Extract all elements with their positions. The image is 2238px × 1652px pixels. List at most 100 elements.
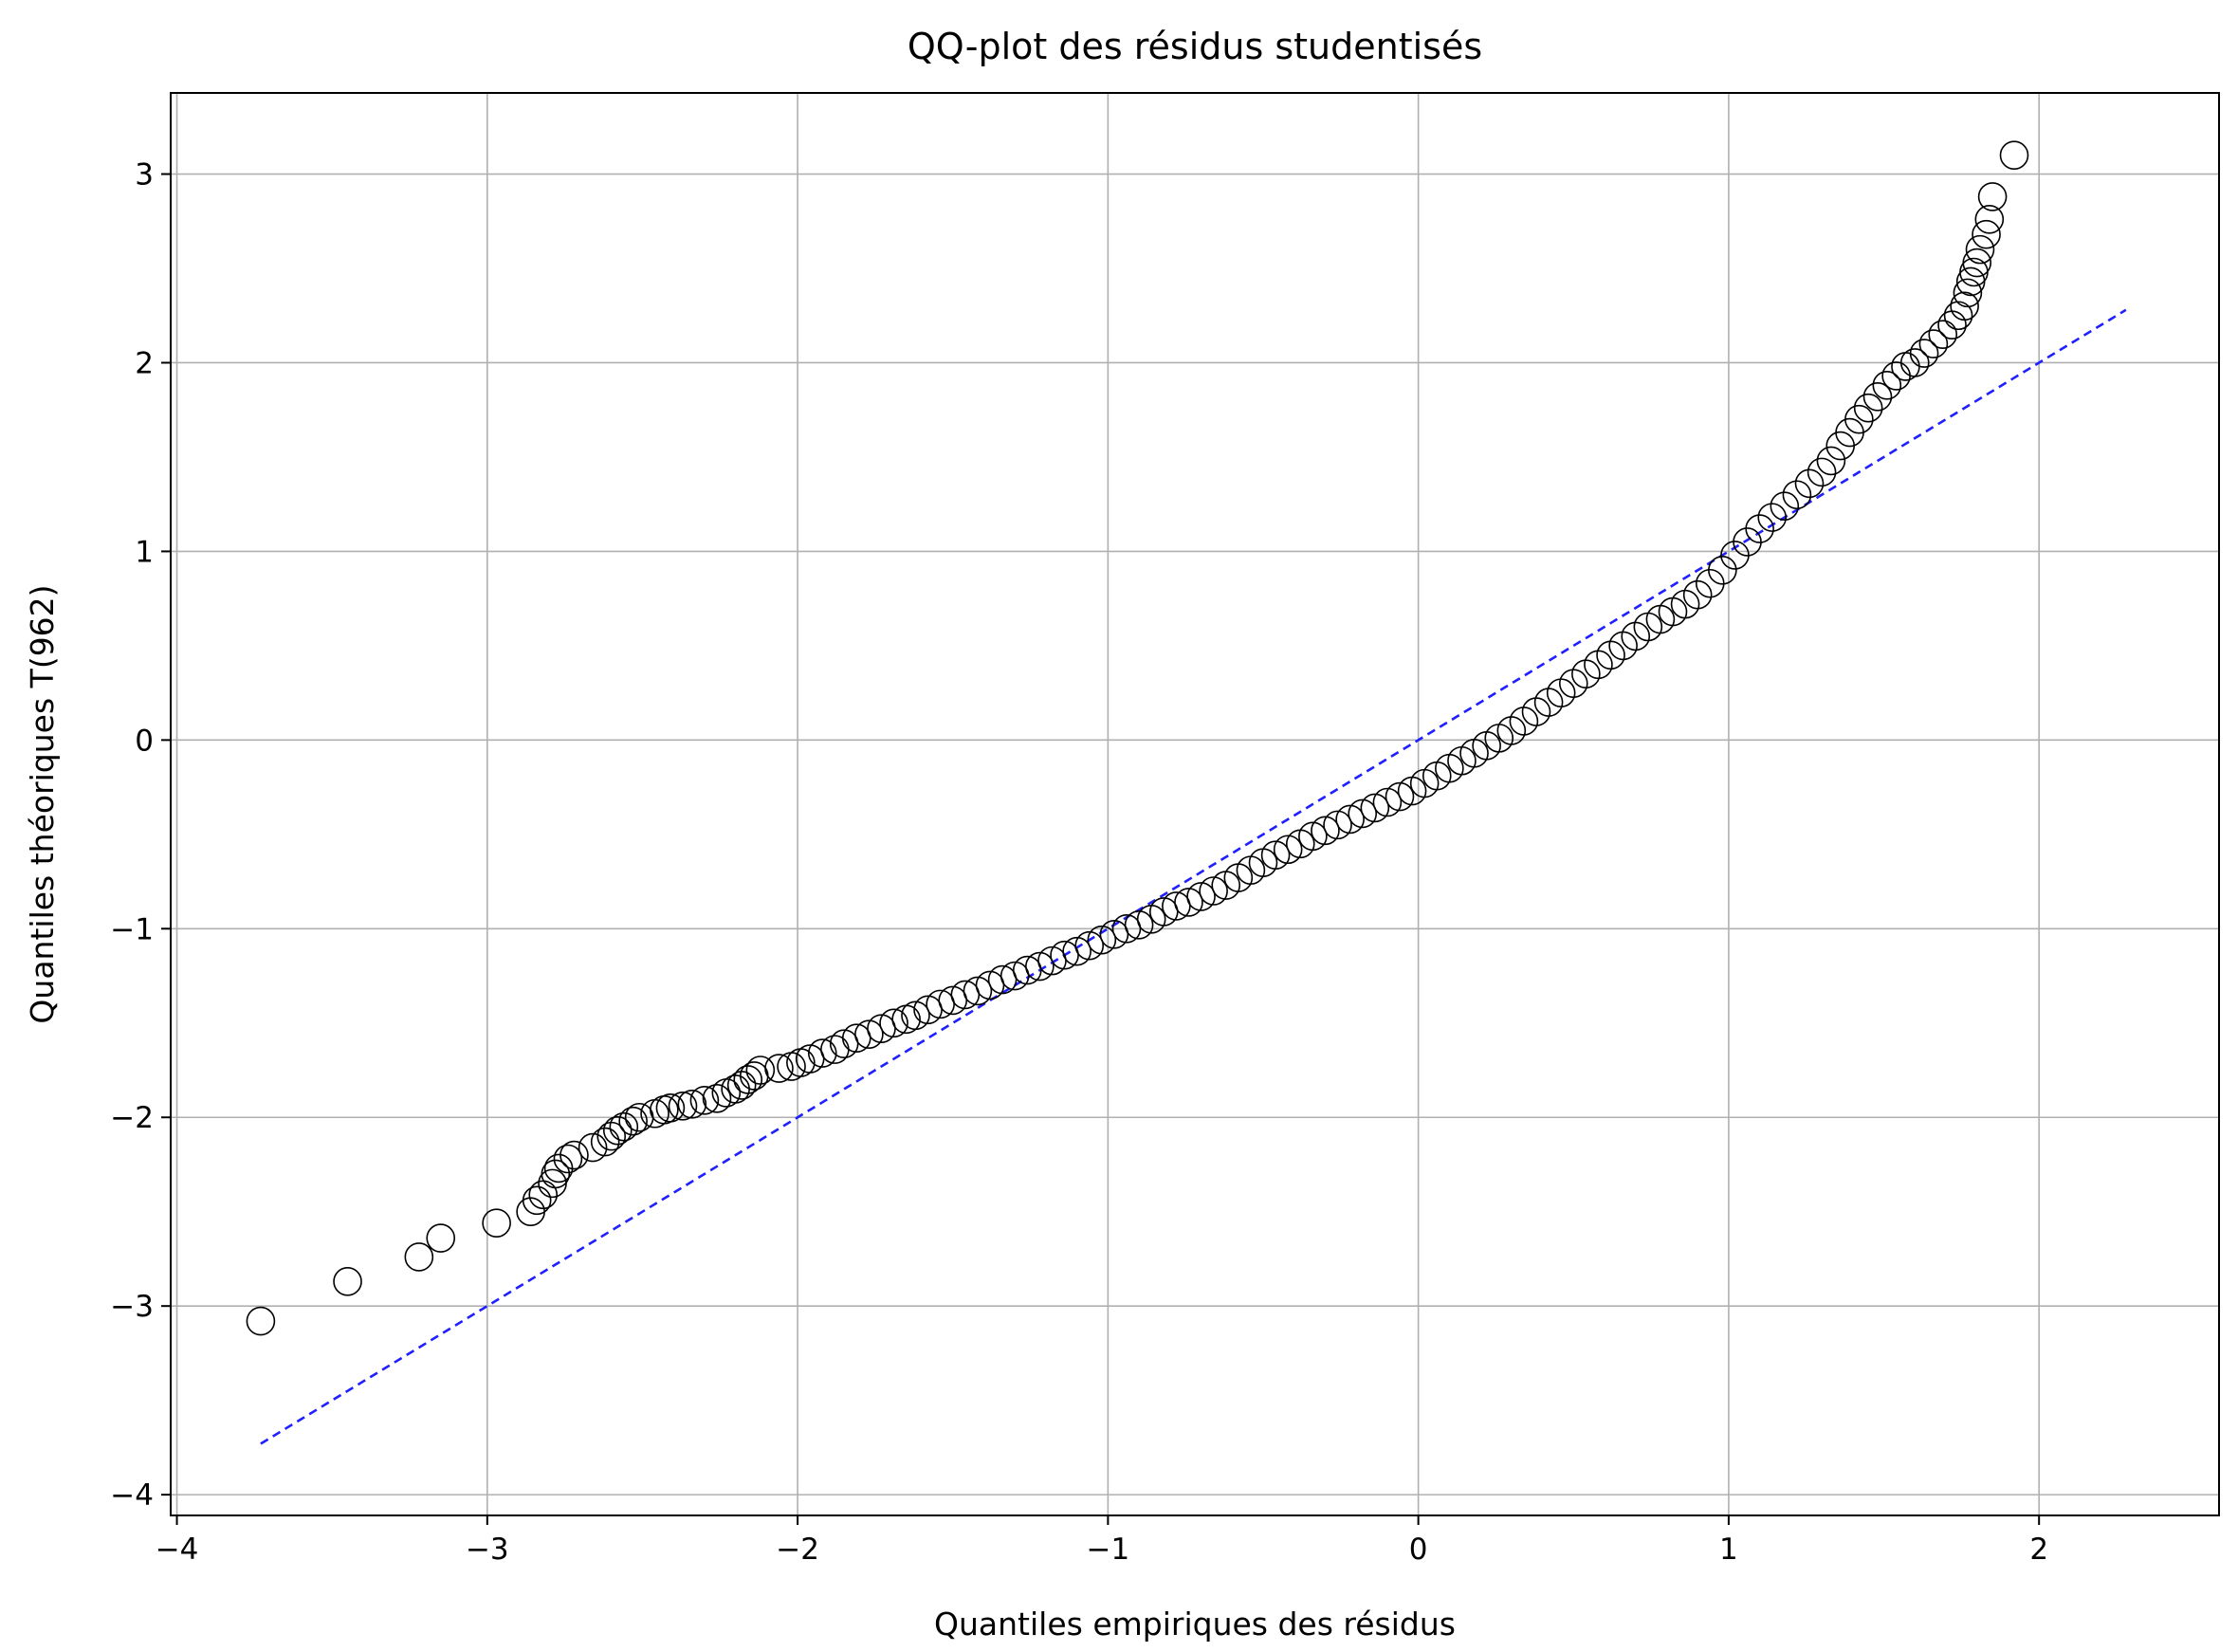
data-point (655, 1092, 686, 1123)
data-point (1298, 821, 1328, 852)
data-point (1248, 848, 1278, 877)
data-point (404, 1242, 434, 1272)
x-tick-label: 1 (1719, 1533, 1738, 1567)
y-axis-ticks: −4 −3 −2 −1 0 1 2 3 (110, 158, 171, 1513)
data-point (482, 1208, 511, 1238)
data-point (522, 1185, 552, 1216)
data-point (1025, 951, 1055, 982)
data-point (1645, 604, 1676, 634)
x-axis-label: Quantiles empiriques des résidus (934, 1606, 1456, 1643)
data-point (1816, 446, 1846, 476)
data-point (1484, 724, 1514, 753)
y-tick-label: 3 (135, 158, 154, 193)
data-point (1409, 768, 1440, 798)
data-point (1435, 753, 1464, 783)
data-point (764, 1054, 794, 1083)
data-point (1372, 787, 1403, 817)
data-point (1074, 930, 1105, 961)
data-point (1323, 810, 1352, 840)
data-point (538, 1168, 567, 1199)
data-point (1999, 140, 2029, 170)
data-point (590, 1127, 620, 1157)
x-tick-label: −2 (776, 1533, 819, 1567)
data-point (1037, 945, 1067, 976)
data-point (1928, 320, 1958, 349)
data-point (1918, 329, 1949, 358)
data-point (1950, 291, 1979, 321)
data-point (841, 1023, 871, 1053)
x-tick-label: −1 (1087, 1533, 1130, 1567)
y-axis-label: Quantiles théoriques T(962) (24, 584, 61, 1023)
data-point (1962, 248, 1992, 278)
data-point (1844, 404, 1874, 434)
data-point (1708, 556, 1737, 585)
data-point (1199, 876, 1228, 906)
data-point (541, 1159, 571, 1189)
data-point (609, 1111, 639, 1142)
data-point (1974, 204, 2005, 234)
data-point (1899, 348, 1930, 377)
data-point (1459, 738, 1489, 768)
data-point (1273, 835, 1303, 865)
data-point (950, 980, 981, 1010)
data-point (1782, 480, 1812, 510)
data-point (1571, 659, 1601, 689)
data-point (1148, 897, 1179, 927)
data-point (1311, 816, 1340, 846)
y-tick-label: −3 (110, 1290, 154, 1324)
data-point (1335, 804, 1365, 835)
data-point (1124, 910, 1154, 940)
data-point (1223, 863, 1254, 892)
data-point (1422, 761, 1452, 791)
data-point (975, 970, 1005, 1000)
data-point (1965, 234, 1995, 265)
data-point (246, 1306, 276, 1336)
data-point (1853, 393, 1883, 423)
data-point (1521, 697, 1551, 726)
data-point (1909, 339, 1939, 368)
data-point (1872, 371, 1902, 400)
data-point (1770, 491, 1800, 521)
data-point (1162, 891, 1191, 921)
data-point (1584, 650, 1613, 680)
data-point (1794, 468, 1825, 499)
data-point (1862, 381, 1893, 412)
data-point (1608, 631, 1638, 661)
y-tick-label: 0 (135, 724, 154, 758)
y-tick-label: −4 (110, 1478, 154, 1513)
data-point (1745, 514, 1774, 543)
data-point (1000, 961, 1030, 991)
data-point (1099, 919, 1129, 949)
data-point (333, 1267, 362, 1296)
data-point (1087, 925, 1117, 955)
data-point (689, 1086, 720, 1115)
chart-title: QQ-plot des résidus studentisés (908, 26, 1482, 67)
data-point (1260, 840, 1291, 871)
data-point (553, 1144, 583, 1174)
data-point (668, 1092, 698, 1121)
x-axis-ticks: −4 −3 −2 −1 0 1 2 (156, 1515, 2048, 1567)
data-point (926, 989, 955, 1019)
grid (171, 93, 2219, 1515)
data-point (1757, 503, 1788, 532)
data-point (1472, 731, 1501, 761)
data-point (1360, 793, 1390, 823)
data-point (618, 1106, 648, 1136)
data-point (1977, 182, 2008, 211)
reference-line-layer (260, 308, 2127, 1445)
data-point (1062, 936, 1091, 966)
data-point (963, 976, 993, 1006)
data-point (1186, 882, 1216, 911)
data-point (426, 1223, 456, 1253)
x-tick-label: −3 (466, 1533, 509, 1567)
data-point (1972, 219, 2001, 249)
data-point (578, 1132, 608, 1163)
x-tick-label: −4 (156, 1533, 199, 1567)
data-point (987, 964, 1018, 995)
data-point (560, 1140, 589, 1170)
data-point (1682, 579, 1713, 610)
data-point (1953, 278, 1983, 308)
data-point (745, 1055, 776, 1085)
reference-line (260, 308, 2127, 1445)
